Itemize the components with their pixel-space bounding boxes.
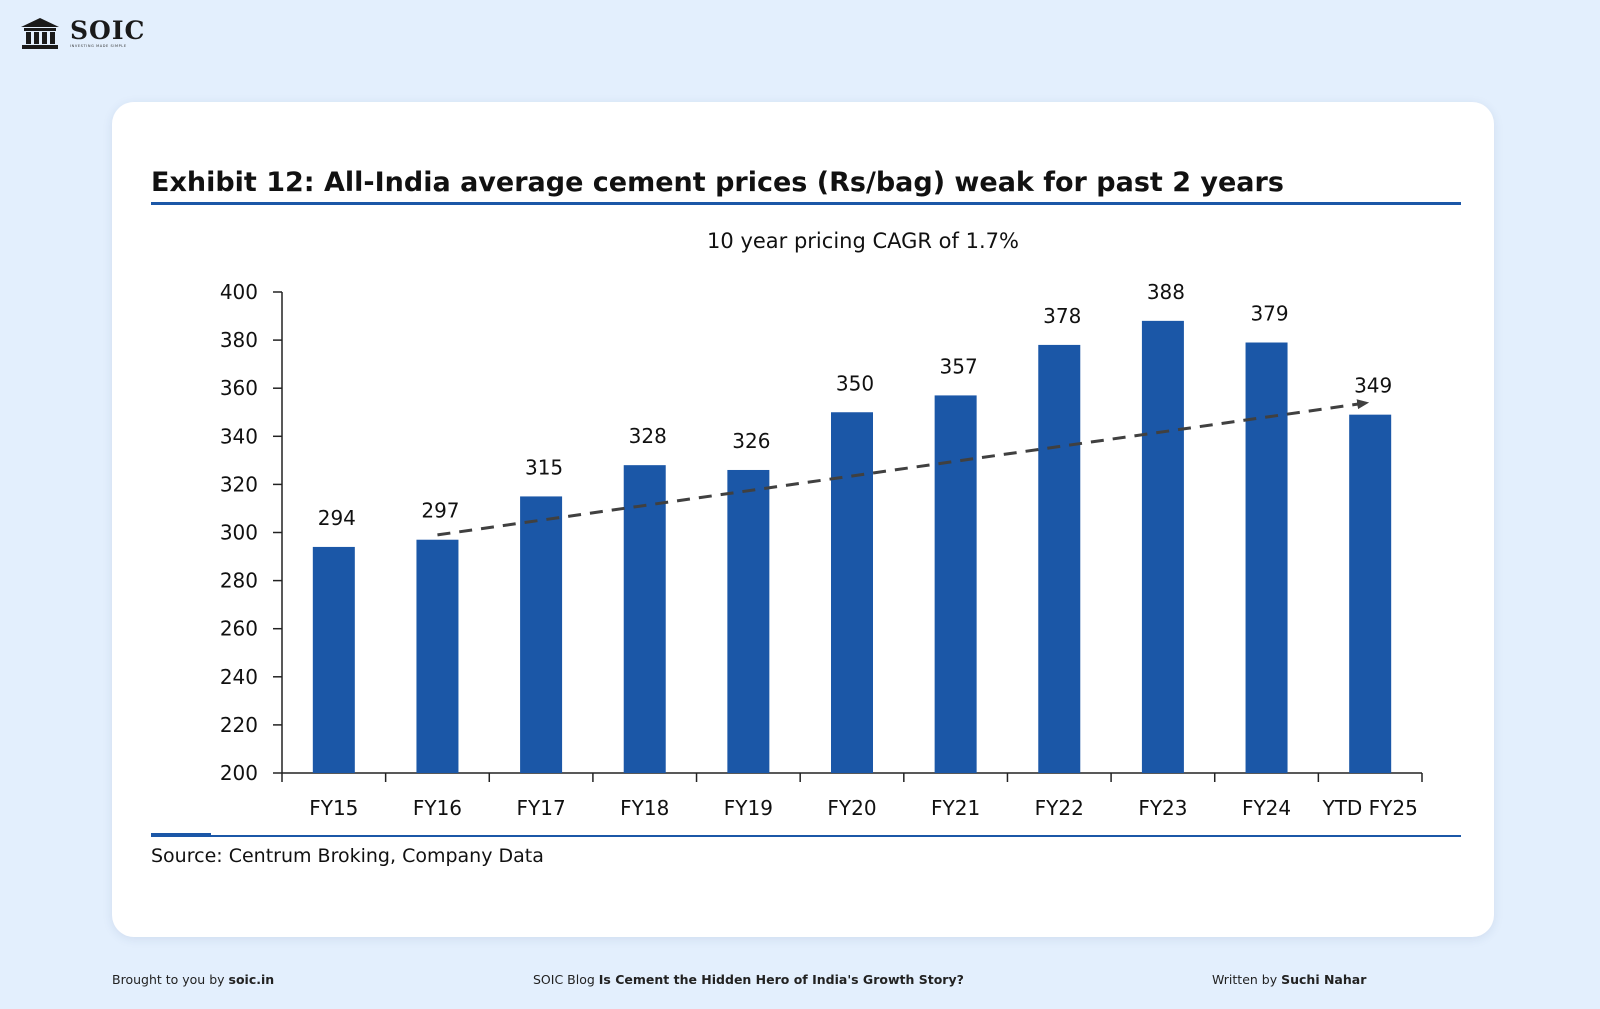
footer-credit-prefix: Brought to you by [112, 972, 225, 987]
data-label: 328 [629, 424, 667, 448]
data-label: 378 [1043, 304, 1081, 328]
y-tick-label: 220 [220, 713, 258, 737]
y-tick-label: 340 [220, 424, 258, 448]
y-tick-label: 260 [220, 617, 258, 641]
y-tick-label: 240 [220, 665, 258, 689]
trend-arrow [437, 399, 1370, 537]
bar [1038, 344, 1081, 773]
data-label: 315 [525, 455, 563, 479]
x-tick-label: YTD FY25 [1321, 796, 1417, 820]
chart-source: Source: Centrum Broking, Company Data [151, 845, 544, 867]
brand-tagline: INVESTING MADE SIMPLE [70, 43, 127, 48]
bar [623, 465, 666, 773]
data-label: 294 [318, 506, 356, 530]
y-tick-label: 400 [220, 280, 258, 304]
y-tick-label: 360 [220, 376, 258, 400]
bank-building-icon [21, 18, 59, 49]
y-tick-label: 320 [220, 472, 258, 496]
x-tick-label: FY17 [517, 796, 566, 820]
x-tick-label: FY18 [620, 796, 669, 820]
title-rule [151, 202, 1461, 205]
y-tick-label: 300 [220, 521, 258, 545]
footer-blog-title[interactable]: Is Cement the Hidden Hero of India's Gro… [598, 972, 964, 987]
x-tick-label: FY20 [827, 796, 876, 820]
bar [1245, 342, 1288, 773]
footer-blog-prefix: SOIC Blog [533, 972, 595, 987]
x-tick-label: FY16 [413, 796, 462, 820]
footer-author-prefix: Written by [1212, 972, 1278, 987]
footer-author-name[interactable]: Suchi Nahar [1281, 972, 1367, 987]
bar [520, 496, 563, 773]
footer-author: Written by Suchi Nahar [1212, 972, 1366, 987]
data-label: 297 [421, 499, 459, 523]
bar [1349, 414, 1392, 773]
chart-card: Exhibit 12: All-India average cement pri… [112, 102, 1494, 937]
data-label: 379 [1250, 302, 1288, 326]
bar [1141, 320, 1184, 773]
data-label: 357 [940, 354, 978, 378]
chart-subtitle: 10 year pricing CAGR of 1.7% [707, 229, 1019, 253]
chart-title: Exhibit 12: All-India average cement pri… [151, 167, 1284, 198]
x-tick-label: FY24 [1242, 796, 1291, 820]
brand-name: SOIC [70, 15, 146, 45]
bar [934, 395, 977, 773]
bottom-rule-accent [151, 833, 211, 836]
bar [831, 412, 873, 773]
bar-chart: Exhibit 12: All-India average cement pri… [151, 167, 1461, 867]
bottom-rule [151, 835, 1461, 837]
footer-site-link[interactable]: soic.in [228, 972, 275, 987]
bar [416, 539, 459, 773]
data-label: 388 [1147, 280, 1185, 304]
data-label: 326 [732, 429, 770, 453]
y-tick-label: 200 [220, 761, 258, 785]
x-tick-label: FY19 [724, 796, 773, 820]
bar [727, 469, 770, 773]
x-tick-label: FY23 [1138, 796, 1187, 820]
x-tick-label: FY21 [931, 796, 980, 820]
x-tick-label: FY15 [309, 796, 358, 820]
bar [312, 546, 355, 773]
data-label: 350 [836, 371, 874, 395]
data-label: 349 [1354, 374, 1392, 398]
y-tick-label: 280 [220, 569, 258, 593]
x-tick-label: FY22 [1035, 796, 1084, 820]
plot-area: 400 380 360 340 320 300 280 260 240 220 200 294 FY15… [220, 280, 1423, 820]
footer-blog: SOIC Blog Is Cement the Hidden Hero of I… [533, 972, 964, 987]
footer-credit: Brought to you by soic.in [112, 972, 274, 987]
soic-logo[interactable]: SOIC INVESTING MADE SIMPLE [18, 16, 145, 50]
y-tick-label: 380 [220, 328, 258, 352]
